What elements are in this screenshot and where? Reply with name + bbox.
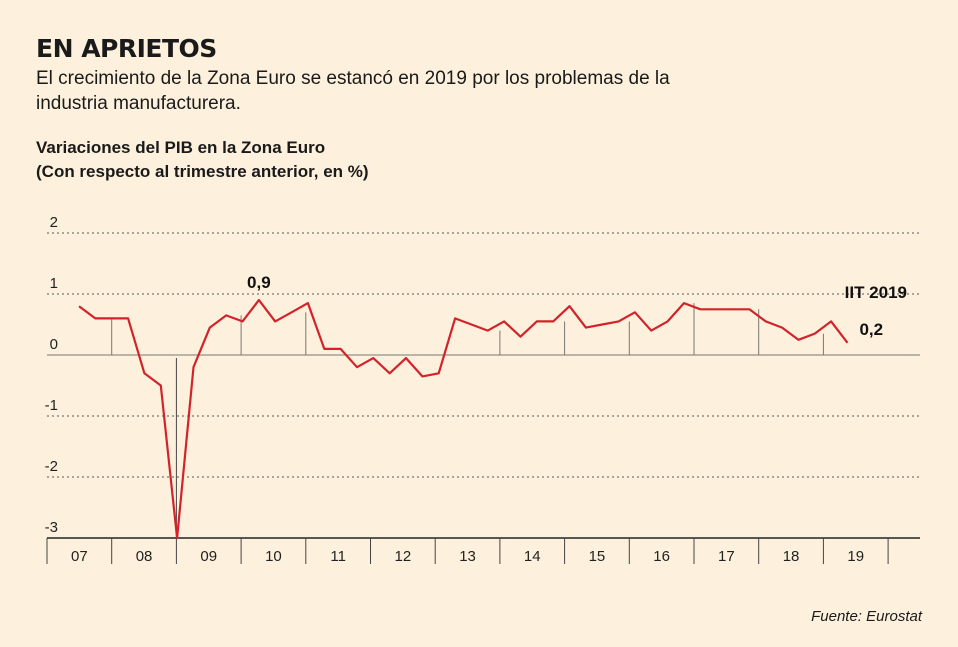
x-tick-label: 17 — [718, 548, 735, 565]
chart-subtitle: (Con respecto al trimestre anterior, en … — [36, 162, 369, 181]
x-tick-label: 08 — [136, 548, 153, 565]
x-tick-label: 19 — [847, 548, 864, 565]
y-tick-label: -1 — [45, 397, 58, 414]
x-tick-label: 16 — [653, 548, 670, 565]
annotation-last-value: 0,2 — [859, 320, 883, 339]
annotation-peak: 0,9 — [247, 273, 271, 292]
chart-title: Variaciones del PIB en la Zona Euro — [36, 138, 326, 157]
x-tick-label: 10 — [265, 548, 282, 565]
y-tick-label: 1 — [50, 275, 58, 292]
y-tick-label: -3 — [45, 519, 58, 536]
x-tick-label: 18 — [783, 548, 800, 565]
x-tick-label: 07 — [71, 548, 88, 565]
x-tick-label: 11 — [330, 548, 346, 565]
x-tick-label: 13 — [459, 548, 476, 565]
series-line — [78, 299, 849, 540]
y-tick-label: 2 — [50, 214, 58, 231]
source-note: Fuente: Eurostat — [811, 608, 922, 625]
annotation-quarter: IIT 2019 — [845, 283, 907, 302]
y-tick-label: -2 — [45, 458, 58, 475]
y-tick-label: 0 — [50, 336, 58, 353]
chart-title-block: Variaciones del PIB en la Zona Euro (Con… — [36, 136, 369, 184]
x-tick-label: 14 — [524, 548, 541, 565]
x-tick-label: 09 — [200, 548, 217, 565]
x-tick-label: 15 — [589, 548, 606, 565]
x-tick-label: 12 — [395, 548, 412, 565]
headline: EN APRIETOS — [36, 34, 217, 63]
subtitle: El crecimiento de la Zona Euro se estanc… — [36, 68, 670, 114]
